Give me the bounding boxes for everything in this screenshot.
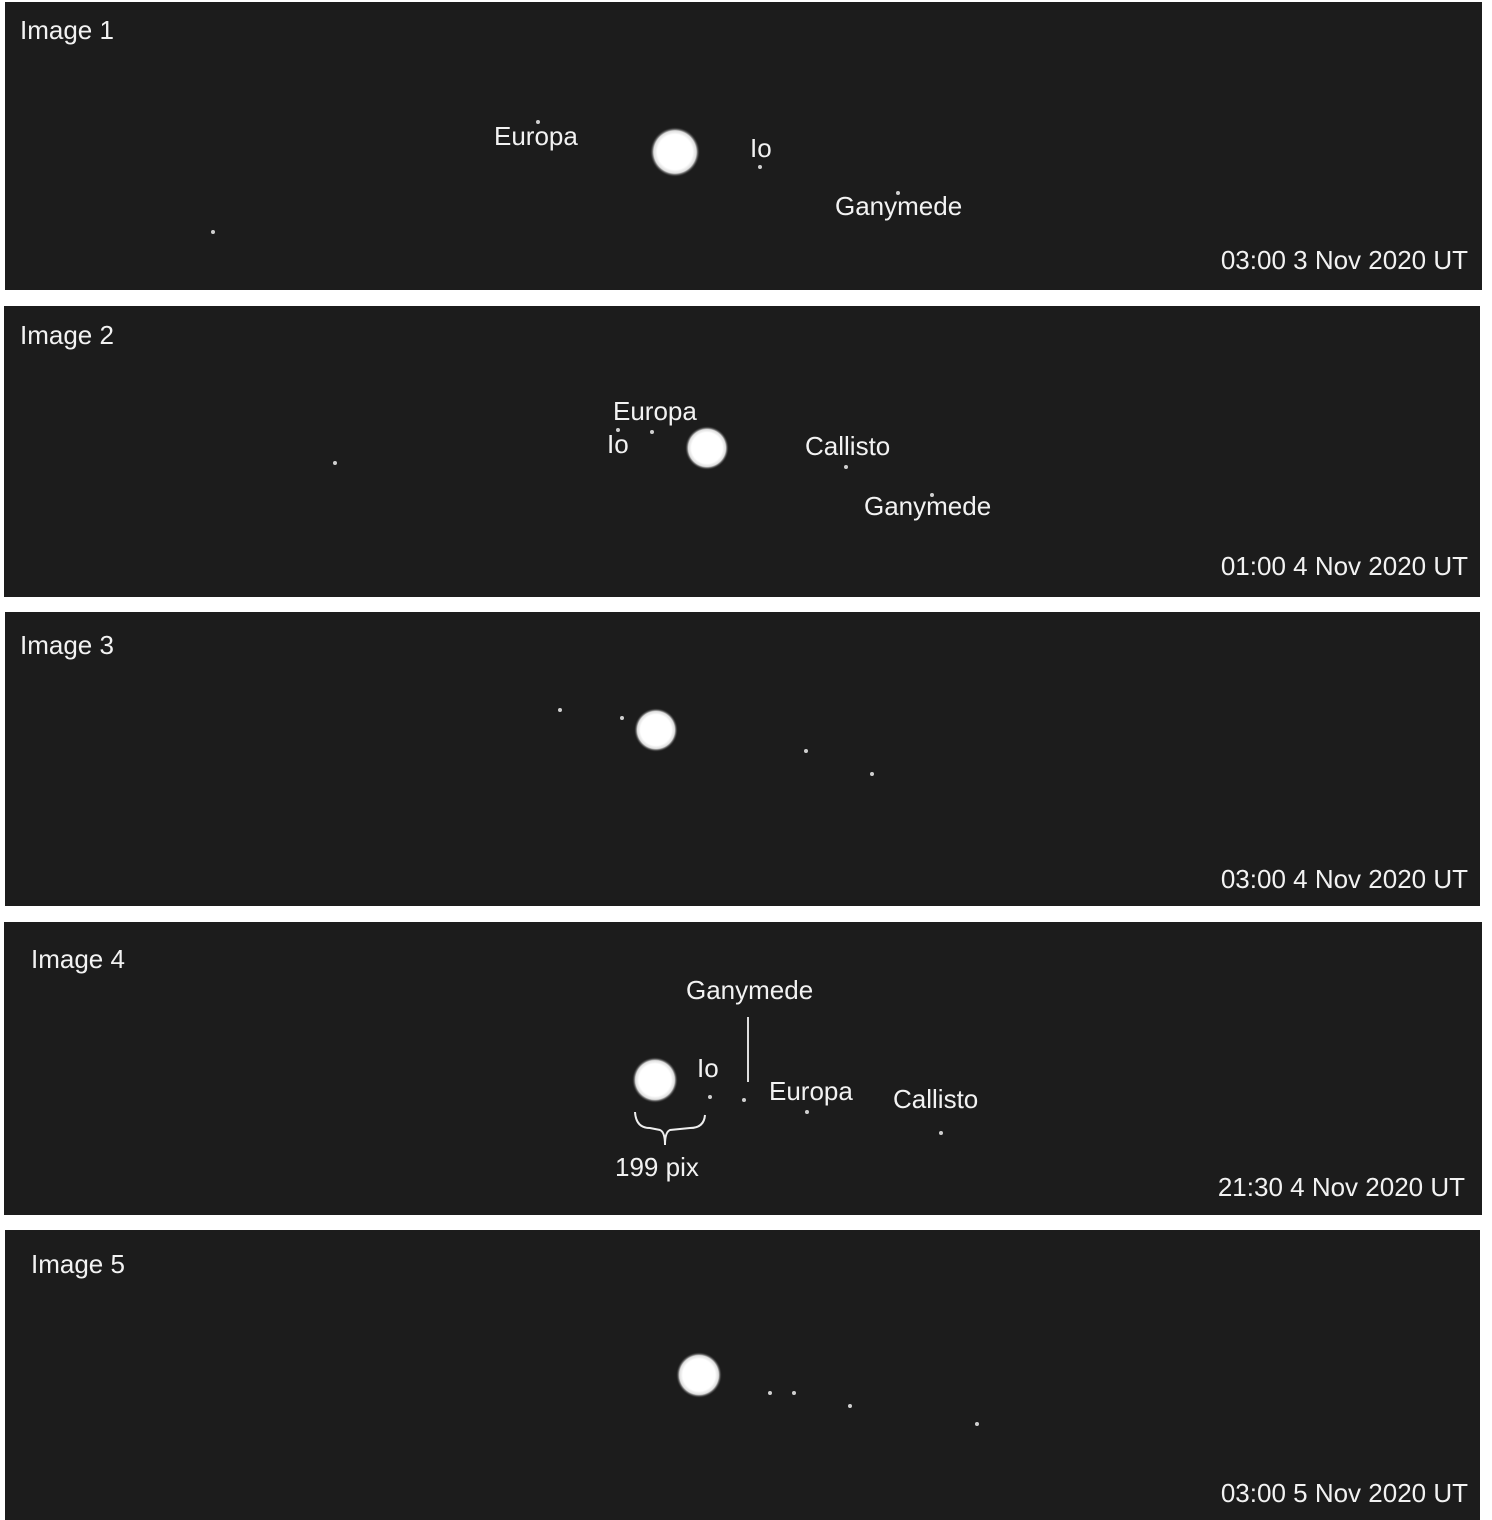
moon-label: Io — [750, 133, 772, 163]
jupiter — [685, 426, 729, 470]
moon — [536, 120, 540, 124]
timestamp: 03:00 4 Nov 2020 UT — [1221, 864, 1468, 894]
moon — [558, 708, 562, 712]
moon — [768, 1391, 772, 1395]
image-panel — [5, 2, 1482, 290]
timestamp: 03:00 3 Nov 2020 UT — [1221, 245, 1468, 275]
image-panel — [5, 612, 1480, 906]
moon — [896, 191, 900, 195]
moon — [848, 1404, 852, 1408]
moon-label: Ganymede — [864, 491, 991, 521]
moon-label: Europa — [494, 121, 578, 151]
jupiter — [650, 127, 700, 177]
moon — [975, 1422, 979, 1426]
moon-label: 199 pix — [615, 1152, 699, 1182]
moon — [805, 1110, 809, 1114]
moon — [804, 749, 808, 753]
moon — [742, 1098, 746, 1102]
moon — [792, 1391, 796, 1395]
panel-title: Image 3 — [20, 630, 114, 660]
moon — [650, 430, 654, 434]
jupiter — [676, 1352, 722, 1398]
moon-label: Callisto — [805, 431, 890, 461]
jupiter — [634, 708, 678, 752]
timestamp: 21:30 4 Nov 2020 UT — [1218, 1172, 1465, 1202]
image-panel — [4, 306, 1480, 597]
moon — [939, 1131, 943, 1135]
moon-label: Io — [607, 429, 629, 459]
timestamp: 01:00 4 Nov 2020 UT — [1221, 551, 1468, 581]
moon-label: Ganymede — [686, 975, 813, 1005]
moon — [211, 230, 215, 234]
moon — [708, 1095, 712, 1099]
timestamp: 03:00 5 Nov 2020 UT — [1221, 1478, 1468, 1508]
jupiter — [632, 1057, 678, 1103]
moon — [758, 165, 762, 169]
moon — [333, 461, 337, 465]
panel-title: Image 5 — [31, 1249, 125, 1279]
panel-title: Image 2 — [20, 320, 114, 350]
moon — [870, 772, 874, 776]
image-panel — [4, 922, 1482, 1215]
moon-label: Europa — [613, 396, 697, 426]
moon-label: Ganymede — [835, 191, 962, 221]
moon — [620, 716, 624, 720]
distance-bracket — [634, 1111, 706, 1146]
moon-label: Europa — [769, 1076, 853, 1106]
moon — [844, 465, 848, 469]
moon-label: Callisto — [893, 1084, 978, 1114]
moon-label: Io — [697, 1053, 719, 1083]
panel-title: Image 1 — [20, 15, 114, 45]
image-panel — [5, 1230, 1480, 1520]
moon — [616, 428, 620, 432]
moon — [930, 493, 934, 497]
panel-title: Image 4 — [31, 944, 125, 974]
